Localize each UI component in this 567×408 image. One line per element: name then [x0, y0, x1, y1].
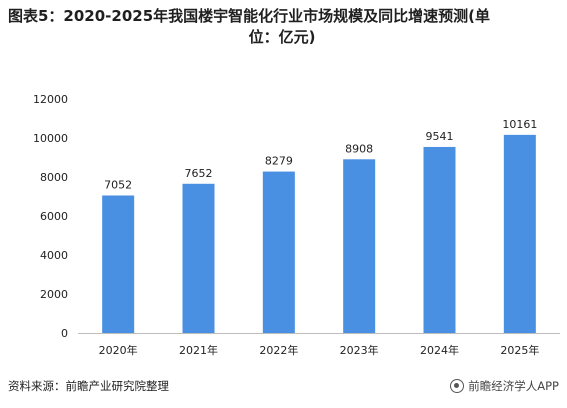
- data-label: 7652: [185, 167, 213, 180]
- data-label: 8908: [345, 142, 373, 155]
- data-label: 9541: [426, 130, 454, 143]
- data-label: 7052: [104, 178, 132, 191]
- x-tick-label: 2025年: [500, 343, 539, 357]
- data-label: 10161: [502, 118, 537, 131]
- y-tick-label: 12000: [33, 93, 68, 106]
- y-tick-label: 4000: [40, 249, 68, 262]
- x-tick-label: 2023年: [340, 343, 379, 357]
- bar: [102, 195, 135, 333]
- x-tick-label: 2021年: [179, 343, 218, 357]
- bar: [182, 183, 215, 333]
- y-axis-ticks: 0 2000 4000 6000 8000 10000 12000: [33, 93, 68, 340]
- y-tick-label: 10000: [33, 132, 68, 145]
- bar: [262, 171, 295, 333]
- brand-name: 前瞻经济学人APP: [468, 379, 559, 393]
- source-note: 资料来源：前瞻产业研究院整理: [8, 379, 169, 393]
- chart-title: 图表5：2020-2025年我国楼宇智能化行业市场规模及同比增速预测(单 位：亿…: [8, 6, 556, 48]
- bars: [102, 134, 536, 333]
- bar: [503, 134, 536, 333]
- data-label: 8279: [265, 155, 293, 168]
- bar: [343, 159, 376, 333]
- x-tick-label: 2024年: [420, 343, 459, 357]
- brand-credit: 前瞻经济学人APP: [450, 378, 559, 394]
- y-tick-label: 8000: [40, 171, 68, 184]
- chart-title-line-1: 图表5：2020-2025年我国楼宇智能化行业市场规模及同比增速预测(单: [8, 7, 491, 25]
- data-labels: 7052 7652 8279 8908 9541 10161: [104, 118, 537, 192]
- chart-title-line-2: 位：亿元): [248, 28, 316, 46]
- y-tick-label: 0: [61, 327, 68, 340]
- x-tick-label: 2022年: [259, 343, 298, 357]
- x-axis-labels: 2020年 2021年 2022年 2023年 2024年 2025年: [99, 343, 540, 357]
- y-tick-label: 6000: [40, 210, 68, 223]
- x-tick-label: 2020年: [99, 343, 138, 357]
- y-tick-label: 2000: [40, 288, 68, 301]
- bar: [423, 146, 456, 333]
- brand-logo-icon: [450, 379, 465, 393]
